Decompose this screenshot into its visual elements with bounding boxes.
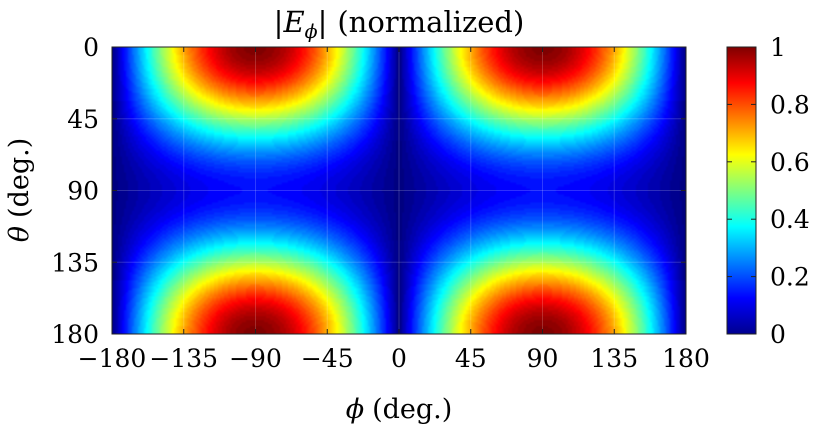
colorbar-tick-label: 0.4 — [770, 205, 810, 234]
y-tick-label: 90 — [67, 177, 99, 206]
x-axis-label: ϕ (deg.) — [346, 394, 453, 425]
y-axis-ticks: 0 45 90 135 180 — [51, 33, 686, 349]
y-tick-label: 45 — [67, 105, 99, 134]
x-axis-ticks: −180 −135 −90 −45 0 45 90 135 180 — [78, 47, 710, 373]
colorbar-tick-label: 0 — [770, 320, 786, 349]
plot-frame — [111, 46, 687, 335]
colorbar — [726, 46, 757, 335]
y-tick-label: 0 — [83, 33, 99, 62]
x-tick-label: −180 — [78, 344, 147, 373]
colorbar-tick-label: 0.2 — [770, 263, 810, 292]
x-tick-label: −45 — [301, 344, 354, 373]
x-tick-label: 45 — [455, 344, 487, 373]
colorbar-tick-label: 0.6 — [770, 148, 810, 177]
grid-lines — [112, 47, 686, 334]
x-tick-label: −135 — [149, 344, 218, 373]
y-tick-label: 180 — [51, 320, 99, 349]
x-tick-label: 135 — [590, 344, 638, 373]
colorbar-tick-label: 0.8 — [770, 90, 810, 119]
x-tick-label: −90 — [229, 344, 282, 373]
y-axis-label: θ(deg.) — [4, 138, 35, 242]
x-tick-label: 180 — [662, 344, 710, 373]
x-tick-label: 0 — [391, 344, 407, 373]
y-tick-label: 135 — [51, 248, 99, 277]
x-tick-label: 90 — [527, 344, 559, 373]
heatmap-image — [112, 47, 686, 334]
colorbar-ticks: 0 0.2 0.4 0.6 0.8 1 — [727, 33, 810, 349]
colorbar-tick-label: 1 — [770, 33, 786, 62]
chart-title: |Eϕ| (normalized) — [274, 5, 525, 43]
